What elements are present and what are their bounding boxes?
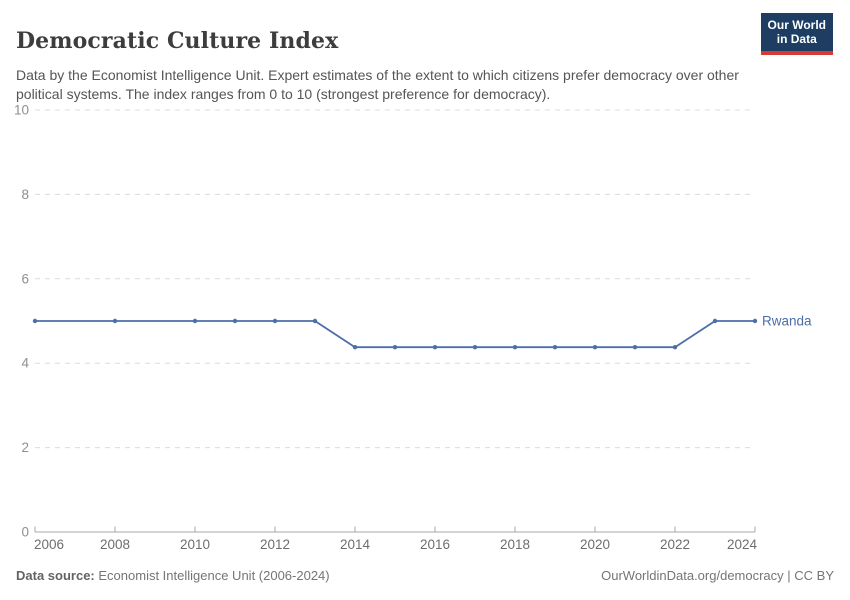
x-tick-label: 2016 [420, 537, 450, 552]
x-tick-label: 2020 [580, 537, 610, 552]
data-source-text: Economist Intelligence Unit (2006-2024) [98, 568, 330, 583]
x-tick-label: 2018 [500, 537, 530, 552]
owid-logo: Our World in Data [760, 13, 833, 55]
y-tick-label: 8 [21, 187, 29, 202]
owid-logo-line2: in Data [776, 32, 817, 47]
data-point [472, 344, 478, 350]
data-point [32, 318, 38, 324]
series-label-rwanda[interactable]: Rwanda [762, 314, 812, 329]
data-point [752, 318, 758, 324]
x-tick-label: 2006 [34, 537, 64, 552]
x-tick-label: 2024 [727, 537, 758, 552]
footer-link[interactable]: OurWorldinData.org/democracy | CC BY [601, 568, 834, 583]
data-point [272, 318, 278, 324]
x-tick-label: 2008 [100, 537, 130, 552]
data-point [112, 318, 118, 324]
data-source-label: Data source: [16, 568, 95, 583]
y-tick-label: 6 [21, 271, 29, 286]
data-point [632, 344, 638, 350]
x-tick-label: 2014 [340, 537, 371, 552]
data-point [712, 318, 718, 324]
y-tick-label: 0 [21, 525, 29, 540]
data-source-note: Data source: Economist Intelligence Unit… [16, 568, 330, 583]
data-point [192, 318, 198, 324]
chart-title: Democratic Culture Index [16, 27, 339, 54]
data-point [552, 344, 558, 350]
data-point [672, 344, 678, 350]
data-point [232, 318, 238, 324]
data-point [392, 344, 398, 350]
data-point [312, 318, 318, 324]
data-point [352, 344, 358, 350]
y-tick-label: 2 [21, 440, 29, 455]
data-point [592, 344, 598, 350]
y-tick-label: 4 [21, 356, 29, 371]
x-tick-label: 2022 [660, 537, 690, 552]
data-point [432, 344, 438, 350]
owid-logo-line1: Our World [767, 18, 826, 32]
data-point [512, 344, 518, 350]
x-tick-label: 2010 [180, 537, 210, 552]
data-line-rwanda [34, 320, 756, 349]
y-tick-label: 10 [14, 103, 29, 118]
chart-footer: Data source: Economist Intelligence Unit… [0, 568, 850, 588]
x-tick-label: 2012 [260, 537, 290, 552]
chart-subtitle: Data by the Economist Intelligence Unit.… [16, 67, 739, 102]
